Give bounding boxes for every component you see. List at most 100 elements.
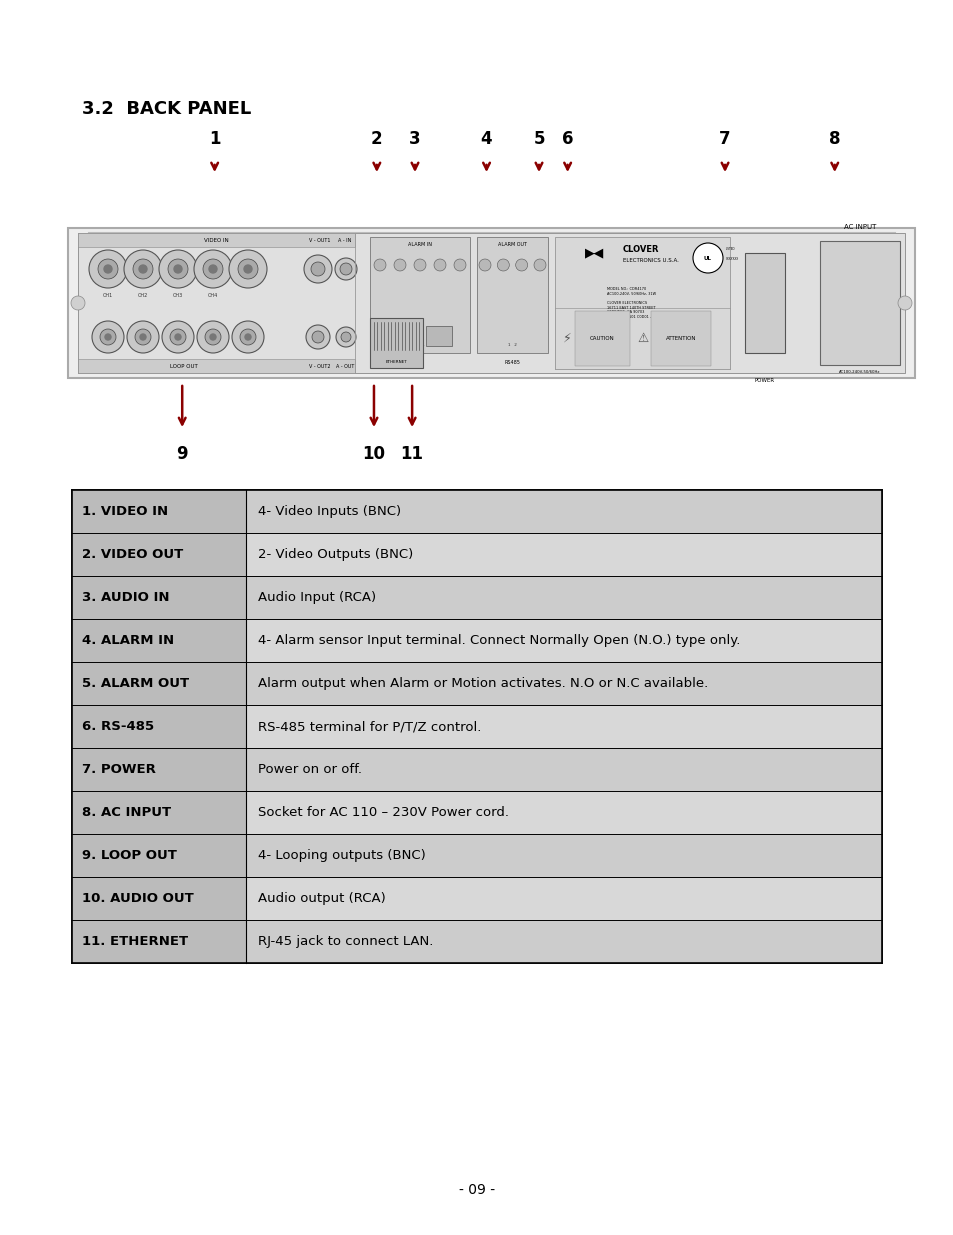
Text: CH2: CH2 [138,293,148,298]
Text: 4- Looping outputs (BNC): 4- Looping outputs (BNC) [258,848,425,862]
Text: ATTENTION: ATTENTION [665,336,696,341]
Text: CLOVER: CLOVER [622,246,659,254]
Bar [744,253,784,353]
Text: 1: 1 [209,130,220,148]
Circle shape [127,321,159,353]
Text: AC100-240V,50/60Hz: AC100-240V,50/60Hz [839,370,880,374]
Text: Alarm output when Alarm or Motion activates. N.O or N.C available.: Alarm output when Alarm or Motion activa… [258,677,708,690]
Text: 4. ALARM IN: 4. ALARM IN [82,634,174,647]
Circle shape [196,321,229,353]
Bar [71,920,882,963]
Bar [71,619,882,662]
Text: 5: 5 [533,130,544,148]
Bar [71,662,882,705]
Text: 2: 2 [371,130,382,148]
Bar [555,308,729,369]
Text: AC INPUT: AC INPUT [842,224,875,230]
Text: 3: 3 [409,130,420,148]
Text: 3. AUDIO IN: 3. AUDIO IN [82,592,170,604]
Text: 11: 11 [400,445,423,463]
Text: - 09 -: - 09 - [458,1183,495,1197]
Circle shape [237,259,257,279]
Text: 3.2  BACK PANEL: 3.2 BACK PANEL [82,100,251,119]
Bar [71,705,246,748]
Bar [71,619,246,662]
Bar [71,534,882,576]
Circle shape [434,259,446,270]
Text: RJ-45 jack to connect LAN.: RJ-45 jack to connect LAN. [258,935,433,948]
Text: 1. VIDEO IN: 1. VIDEO IN [82,505,168,517]
Circle shape [91,321,124,353]
Circle shape [132,259,152,279]
Text: UL: UL [703,256,711,261]
Text: 5. ALARM OUT: 5. ALARM OUT [82,677,189,690]
Bar [71,576,882,619]
Bar [71,576,246,619]
Bar [575,311,629,366]
Text: MODEL NO.: CDR4170
AC100-240V, 50/60Hz, 31W

CLOVER ELECTRONICS
16711 EAST 140TH: MODEL NO.: CDR4170 AC100-240V, 50/60Hz, … [607,288,657,319]
Bar [71,705,882,748]
Text: 10: 10 [362,445,385,463]
Text: V - OUT1: V - OUT1 [309,237,331,242]
Bar [68,228,914,378]
Bar [71,748,246,790]
Text: 2. VIDEO OUT: 2. VIDEO OUT [82,548,183,561]
Circle shape [168,259,188,279]
Circle shape [240,329,255,345]
Text: 8: 8 [828,130,840,148]
Text: RS-485 terminal for P/T/Z control.: RS-485 terminal for P/T/Z control. [258,720,481,734]
Text: V - OUT2: V - OUT2 [309,363,331,368]
Bar [71,490,882,534]
Circle shape [105,333,111,340]
Text: 2- Video Outputs (BNC): 2- Video Outputs (BNC) [258,548,413,561]
Text: ETHERNET: ETHERNET [385,359,407,364]
Circle shape [140,333,146,340]
Circle shape [232,321,264,353]
Text: Power on or off.: Power on or off. [258,763,362,776]
Bar [78,233,355,247]
Bar [71,748,882,790]
Text: 4: 4 [480,130,492,148]
Bar [71,490,246,534]
Circle shape [340,332,351,342]
Circle shape [98,259,118,279]
Text: ⚠: ⚠ [637,331,648,345]
Circle shape [205,329,221,345]
Text: 9. LOOP OUT: 9. LOOP OUT [82,848,176,862]
Bar [71,534,246,576]
Circle shape [193,249,232,288]
Text: 1   2   3   4   GND: 1 2 3 4 GND [402,343,436,347]
Circle shape [71,296,85,310]
Text: LISTED

XXXXXXX: LISTED XXXXXXX [725,247,739,261]
Circle shape [124,249,162,288]
Circle shape [139,266,147,273]
Bar [476,237,547,353]
Circle shape [497,259,509,270]
Circle shape [162,321,193,353]
Circle shape [516,259,527,270]
Bar [71,834,882,877]
Circle shape [100,329,116,345]
Text: CH3: CH3 [172,293,183,298]
Circle shape [104,266,112,273]
Text: A - OUT: A - OUT [335,363,354,368]
Bar [71,662,246,705]
Bar [78,233,904,373]
Circle shape [306,325,330,350]
Circle shape [174,333,181,340]
Text: VIDEO IN: VIDEO IN [204,237,229,242]
Circle shape [335,327,355,347]
Bar [78,359,355,373]
Circle shape [170,329,186,345]
Text: ELECTRONICS U.S.A.: ELECTRONICS U.S.A. [622,258,679,263]
Text: LOOP OUT: LOOP OUT [170,363,197,368]
Circle shape [173,266,182,273]
Text: 8. AC INPUT: 8. AC INPUT [82,806,171,819]
Circle shape [394,259,406,270]
Text: Socket for AC 110 – 230V Power cord.: Socket for AC 110 – 230V Power cord. [258,806,509,819]
Circle shape [209,266,216,273]
Circle shape [335,258,356,280]
Bar [71,834,246,877]
Bar [71,877,882,920]
Bar [71,877,246,920]
